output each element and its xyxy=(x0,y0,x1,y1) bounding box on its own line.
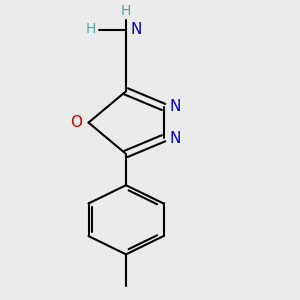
Text: N: N xyxy=(169,131,181,146)
Text: N: N xyxy=(169,100,181,115)
Text: O: O xyxy=(70,115,83,130)
Text: N: N xyxy=(130,22,142,38)
Text: H: H xyxy=(85,22,96,36)
Text: H: H xyxy=(121,4,131,18)
